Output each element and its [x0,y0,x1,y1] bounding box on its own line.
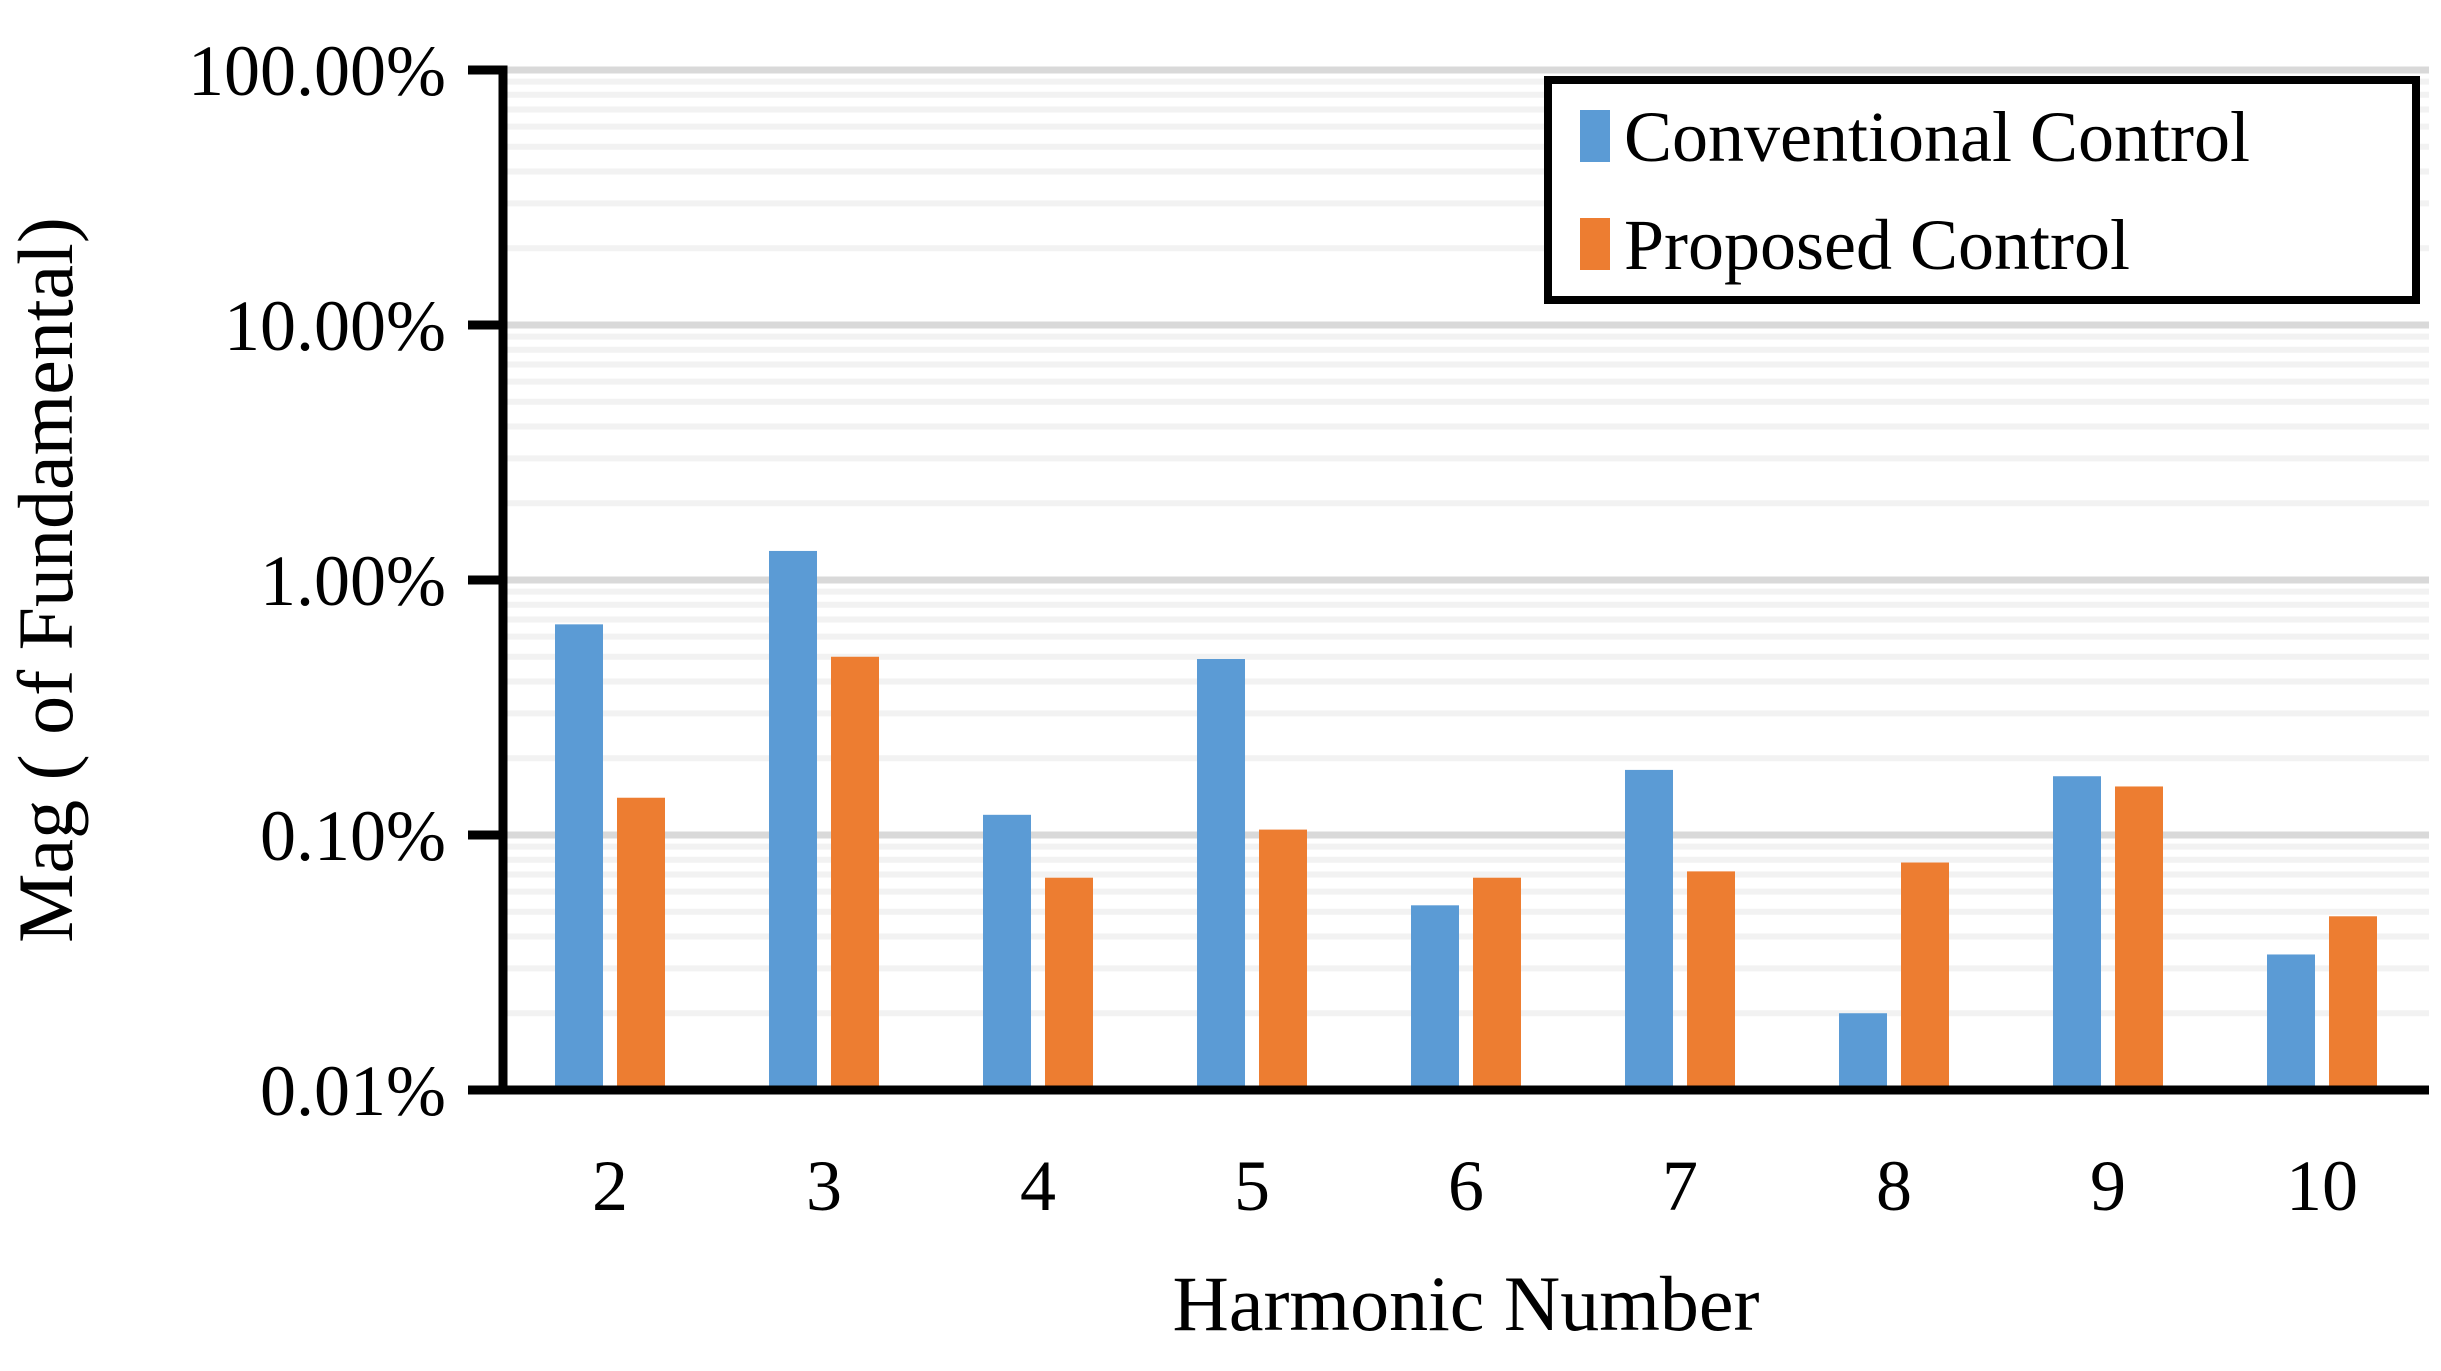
legend-border [1544,76,2420,304]
bars [555,550,2377,1090]
x-axis-title: Harmonic Number [1173,1260,1760,1347]
x-category-label: 5 [1234,1146,1270,1226]
bar-proposed-h5 [1259,829,1307,1090]
y-tick-label: 1.00% [260,541,446,621]
bar-conventional-h9 [2053,776,2101,1090]
x-category-label: 10 [2286,1146,2358,1226]
legend: Conventional Control Proposed Control [1544,76,2420,304]
legend-label-conventional: Conventional Control [1624,97,2250,177]
bar-proposed-h6 [1473,877,1521,1090]
bar-proposed-h4 [1045,877,1093,1090]
y-axis-title: Mag ( of Fundamental) [2,217,89,943]
x-category-label: 9 [2090,1146,2126,1226]
y-tick-label: 0.10% [260,796,446,876]
bar-conventional-h10 [2267,954,2315,1090]
y-tick-label: 100.00% [188,31,446,111]
bar-proposed-h10 [2329,916,2377,1090]
x-category-label: 6 [1448,1146,1484,1226]
legend-swatch-conventional [1580,110,1610,162]
legend-label-proposed: Proposed Control [1624,205,2130,285]
legend-swatch-proposed [1580,218,1610,270]
bar-conventional-h3 [769,550,817,1090]
x-category-label: 3 [806,1146,842,1226]
bar-proposed-h9 [2115,786,2163,1090]
bar-conventional-h2 [555,624,603,1090]
bar-conventional-h8 [1839,1013,1887,1090]
bar-conventional-h6 [1411,905,1459,1090]
x-category-label: 7 [1662,1146,1698,1226]
bar-proposed-h3 [831,656,879,1090]
bar-proposed-h2 [617,797,665,1090]
y-tick-label: 0.01% [260,1051,446,1131]
bar-conventional-h4 [983,814,1031,1090]
bar-proposed-h8 [1901,862,1949,1090]
bar-conventional-h7 [1625,769,1673,1090]
x-category-label: 2 [592,1146,628,1226]
bar-proposed-h7 [1687,871,1735,1090]
y-tick-labels: 100.00% 10.00% 1.00% 0.10% 0.01% [188,31,446,1131]
y-tick-label: 10.00% [224,286,446,366]
bar-conventional-h5 [1197,659,1245,1090]
x-category-label: 8 [1876,1146,1912,1226]
x-category-labels: 2 3 4 5 6 7 8 9 10 [592,1146,2358,1226]
axes [468,65,2429,1095]
x-category-label: 4 [1020,1146,1056,1226]
